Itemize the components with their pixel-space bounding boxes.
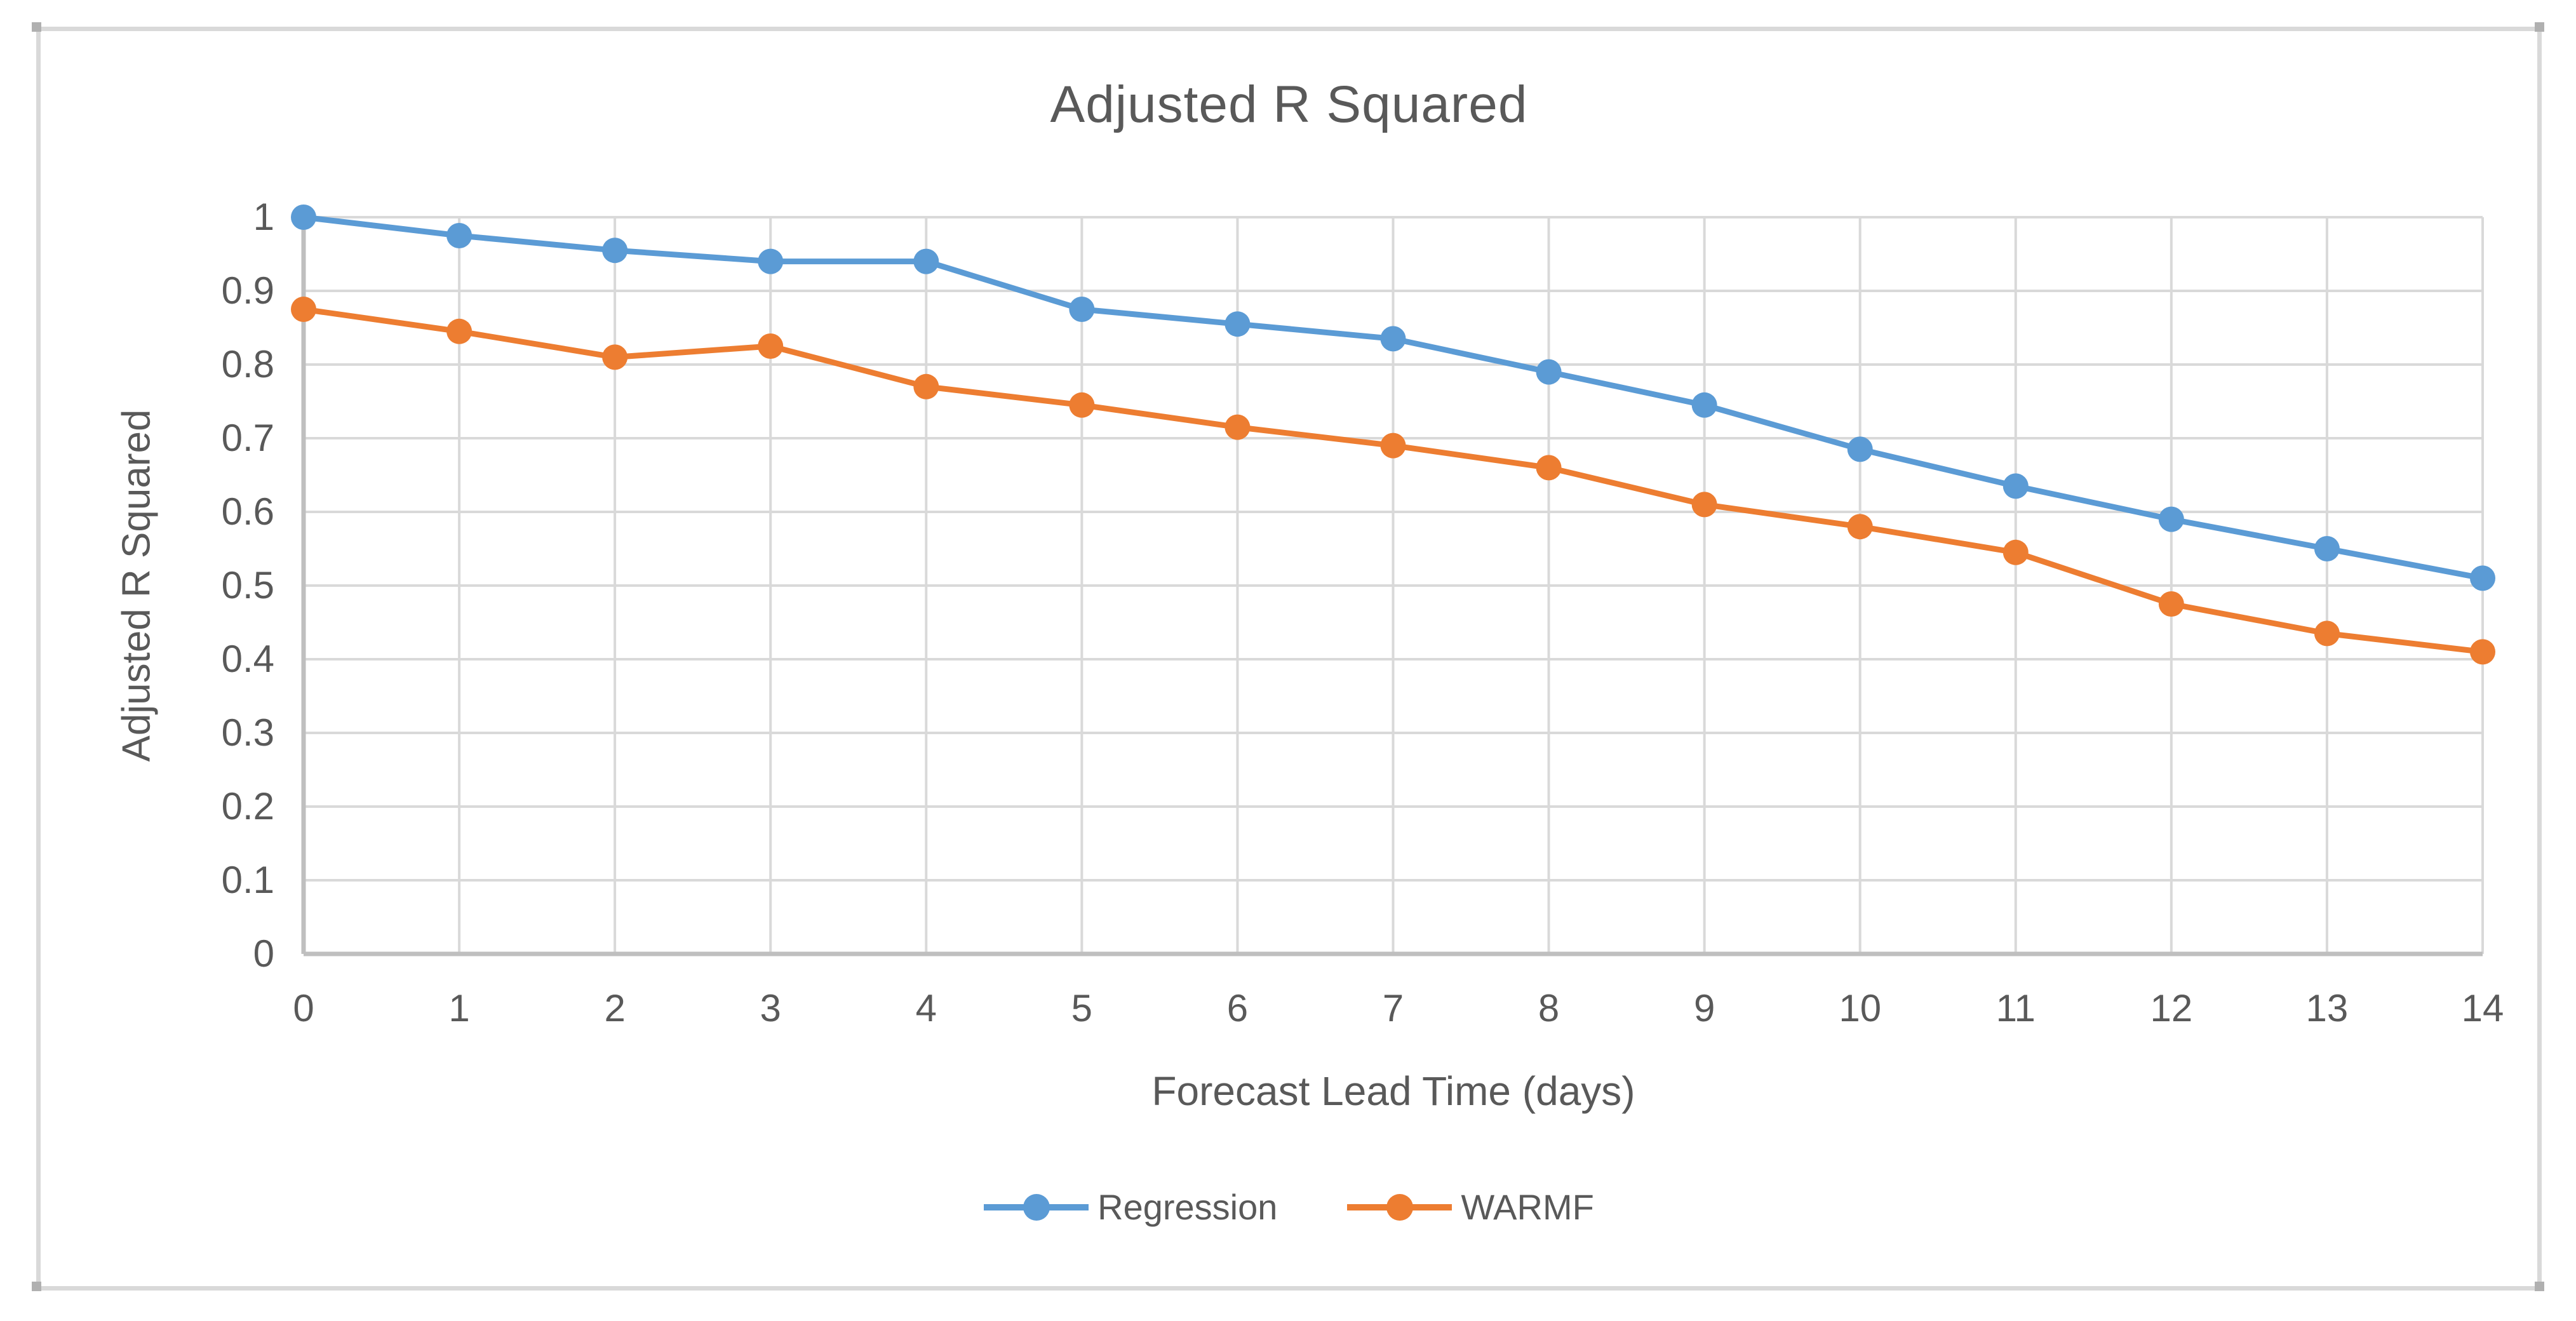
y-tick-label-0.5: 0.5 [221, 564, 274, 607]
x-tick-label-10: 10 [1839, 987, 1882, 1029]
x-tick-label-11: 11 [1996, 987, 2036, 1029]
axes [301, 217, 2483, 956]
data-point-regression-6 [1224, 311, 1251, 337]
x-tick-label-2: 2 [604, 987, 626, 1029]
x-tick-label-7: 7 [1382, 987, 1404, 1029]
data-point-regression-1 [446, 223, 473, 248]
y-tick-label-1: 1 [253, 196, 274, 238]
y-tick-label-0.9: 0.9 [221, 269, 274, 312]
y-tick-label-0.8: 0.8 [221, 343, 274, 386]
legend-marker-warmf [1347, 1193, 1452, 1221]
data-point-warmf-11 [2002, 539, 2029, 565]
data-point-warmf-3 [758, 333, 784, 359]
x-tick-label-0: 0 [293, 987, 314, 1029]
series-warmf [291, 297, 2495, 665]
data-point-warmf-12 [2158, 591, 2184, 617]
legend: Regression WARMF [36, 1186, 2542, 1228]
data-point-warmf-7 [1380, 433, 1406, 459]
x-tick-label-5: 5 [1071, 987, 1093, 1029]
frame-handle-top-left [32, 22, 41, 32]
legend-dot-icon [1386, 1193, 1413, 1221]
data-point-warmf-14 [2470, 639, 2495, 665]
data-point-warmf-8 [1536, 455, 1562, 481]
data-point-warmf-4 [913, 373, 939, 399]
legend-item-regression: Regression [984, 1186, 1277, 1228]
x-tick-label-9: 9 [1693, 987, 1715, 1029]
data-point-regression-9 [1691, 392, 1717, 418]
data-point-warmf-0 [291, 297, 316, 322]
y-tick-label-0.4: 0.4 [221, 638, 274, 680]
data-point-warmf-5 [1069, 392, 1095, 418]
x-tick-label-1: 1 [448, 987, 470, 1029]
y-tick-label-0.2: 0.2 [221, 785, 274, 828]
frame-handle-bottom-left [32, 1282, 41, 1291]
data-point-regression-5 [1069, 297, 1095, 322]
data-point-regression-12 [2158, 506, 2184, 532]
data-point-regression-14 [2470, 565, 2495, 591]
data-point-warmf-9 [1691, 492, 1717, 518]
x-tick-label-12: 12 [2150, 987, 2193, 1029]
data-point-warmf-6 [1224, 414, 1251, 440]
x-tick-label-13: 13 [2305, 987, 2349, 1029]
series-regression [291, 205, 2495, 591]
data-point-regression-4 [913, 248, 939, 274]
legend-dot-icon [1023, 1193, 1050, 1221]
data-point-regression-11 [2002, 473, 2029, 499]
data-point-warmf-2 [602, 344, 628, 370]
legend-item-warmf: WARMF [1347, 1186, 1594, 1228]
y-axis-title: Adjusted R Squared [114, 409, 159, 762]
x-tick-label-14: 14 [2461, 987, 2504, 1029]
legend-label: WARMF [1461, 1187, 1594, 1227]
data-point-regression-0 [291, 205, 316, 230]
data-point-regression-3 [758, 248, 784, 274]
data-point-warmf-10 [1847, 514, 1873, 540]
chart-title: Adjusted R Squared [1050, 76, 1528, 133]
data-point-regression-7 [1380, 326, 1406, 352]
legend-marker-regression [984, 1193, 1089, 1221]
y-tick-label-0: 0 [253, 932, 274, 975]
y-tick-label-0.1: 0.1 [221, 859, 274, 901]
data-point-warmf-13 [2314, 620, 2340, 647]
data-point-regression-2 [602, 238, 628, 264]
data-point-regression-8 [1536, 359, 1562, 385]
x-tick-label-6: 6 [1226, 987, 1249, 1029]
x-tick-label-4: 4 [915, 987, 937, 1029]
x-tick-label-8: 8 [1538, 987, 1560, 1029]
data-point-warmf-1 [446, 318, 473, 344]
data-point-regression-10 [1847, 436, 1873, 462]
y-tick-label-0.7: 0.7 [221, 417, 274, 459]
y-tick-label-0.3: 0.3 [221, 711, 274, 754]
gridlines [302, 216, 2484, 954]
data-point-regression-13 [2314, 536, 2340, 561]
frame-handle-top-right [2535, 22, 2544, 32]
legend-label: Regression [1097, 1187, 1278, 1227]
x-tick-label-3: 3 [760, 987, 781, 1029]
y-tick-label-0.6: 0.6 [221, 490, 274, 533]
x-axis-title: Forecast Lead Time (days) [1151, 1068, 1635, 1114]
frame-handle-bottom-right [2535, 1282, 2544, 1291]
